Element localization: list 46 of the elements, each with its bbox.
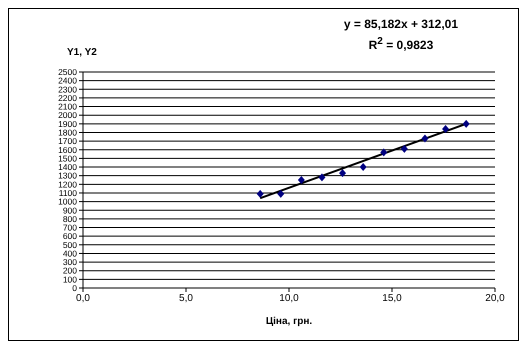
y-tick-label: 1400 [58, 162, 78, 172]
y-tick-label: 100 [62, 274, 78, 284]
y-tick-label: 1900 [58, 118, 78, 129]
point [442, 125, 450, 134]
y-tick-label: 2000 [58, 110, 78, 120]
point [339, 169, 346, 178]
y-tick-label: 2200 [58, 92, 78, 103]
y-tick-label: 800 [62, 214, 78, 224]
y-tick-label: 1000 [58, 196, 78, 207]
y-tick-label: 300 [62, 257, 78, 268]
y-tick-label: 500 [62, 240, 78, 250]
y-tick-label: 1200 [58, 179, 78, 190]
x-tick-label: 20,0 [485, 293, 506, 304]
point [421, 134, 428, 143]
y-tick-label: 1300 [58, 170, 78, 181]
y-tick-label: 1700 [58, 136, 78, 146]
y-tick-label: 2500 [58, 67, 78, 78]
x-axis-title: Ціна, грн. [266, 316, 312, 327]
point [277, 190, 284, 198]
y-tick-label: 1500 [58, 153, 78, 164]
y-tick-label: 1800 [58, 128, 78, 138]
text: y = 85,182x + 312,01 [344, 16, 458, 33]
y-tick-label: 700 [62, 222, 78, 233]
text: R$^{2}$ = 0,9823 [368, 35, 434, 54]
y-tick-label: 1100 [58, 188, 78, 198]
point [400, 144, 408, 153]
y-tick-label: 2400 [58, 76, 78, 86]
x-tick-label: 0,0 [76, 293, 90, 304]
y-tick-label: 2300 [58, 84, 78, 94]
y-tick-label: 600 [62, 231, 78, 242]
point [462, 120, 470, 128]
y-tick-label: 400 [62, 248, 78, 258]
point [380, 148, 388, 156]
x-tick-label: 10,0 [279, 293, 300, 304]
y-tick-label: 1600 [58, 144, 78, 155]
x-tick-label: 5,0 [179, 293, 194, 304]
x-tick-label: 15,0 [382, 293, 402, 304]
y-axis-title: Y1, Y2 [67, 47, 97, 58]
y-tick-label: 0 [72, 283, 78, 294]
point [256, 190, 264, 198]
point [318, 173, 326, 182]
y-tick-label: 200 [62, 266, 78, 276]
point [298, 176, 305, 184]
y-tick-label: 900 [62, 205, 78, 216]
y-tick-label: 2100 [58, 102, 78, 112]
point [360, 163, 367, 172]
